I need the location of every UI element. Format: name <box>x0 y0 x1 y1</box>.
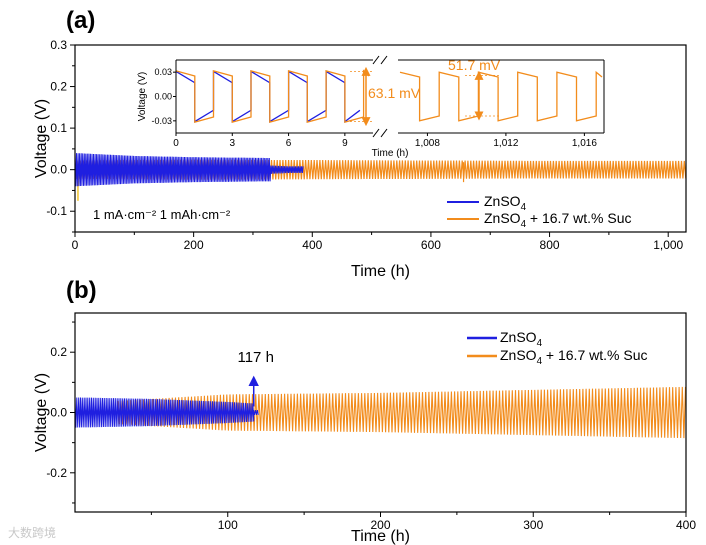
inset-x-tick-label: 3 <box>230 138 236 149</box>
y-tick-label-a: -0.1 <box>46 204 67 218</box>
panel-label-a: (a) <box>66 7 95 34</box>
y-tick-label-a: 0.0 <box>50 163 67 177</box>
inset-x-tick-label: 9 <box>342 138 348 149</box>
x-tick-label-b: 200 <box>370 518 390 532</box>
series-line-znso4-a <box>74 152 304 187</box>
y-tick-label-b: -0.2 <box>46 466 67 480</box>
watermark: 大数跨境 <box>8 526 57 540</box>
x-tick-label-a: 400 <box>302 238 322 252</box>
inset-x-tick-label: 1,008 <box>415 138 440 149</box>
x-tick-label-a: 600 <box>421 238 441 252</box>
panel-label-b: (b) <box>66 277 97 304</box>
inset-y-tick-label: -0.03 <box>151 116 172 126</box>
inset-line-suc-left <box>175 69 370 123</box>
series-line-suc-b <box>117 386 687 439</box>
inset-x-tick-label: 6 <box>286 138 292 149</box>
y-tick-label-a: 0.3 <box>50 38 67 52</box>
legend-label-a: ZnSO4 <box>484 193 527 213</box>
axis-break-mark <box>380 55 388 65</box>
x-tick-label-b: 300 <box>523 518 543 532</box>
legend-label-b: ZnSO4 + 16.7 wt.% Suc <box>500 347 647 367</box>
y-tick-label-b: 0.2 <box>50 345 67 359</box>
inset-x-axis-label: Time (h) <box>372 148 409 159</box>
x-tick-label-b: 100 <box>218 518 238 532</box>
x-tick-label-a: 0 <box>72 238 79 252</box>
x-tick-label-a: 1,000 <box>653 238 683 252</box>
inset-y-tick-label: 0.03 <box>154 67 172 77</box>
condition-text-a: 1 mA·cm⁻² 1 mAh·cm⁻² <box>93 207 231 222</box>
series-line-znso4-b <box>74 397 259 428</box>
y-tick-label-b: 0.0 <box>50 406 67 420</box>
panel-b-plot <box>74 386 687 439</box>
panel-a-plot <box>74 152 687 201</box>
axis-break-mark <box>372 55 380 65</box>
axis-break-mark <box>380 128 388 138</box>
x-tick-label-a: 800 <box>540 238 560 252</box>
legend-label-b: ZnSO4 <box>500 329 543 349</box>
y-tick-label-a: 0.1 <box>50 121 67 135</box>
legend-label-a: ZnSO4 + 16.7 wt.% Suc <box>484 210 631 230</box>
x-axis-label-b: Time (h) <box>351 528 410 545</box>
annotation-text-left: 63.1 mV <box>368 85 421 101</box>
inset-x-tick-label: 1,012 <box>493 138 518 149</box>
inset-line-suc-right <box>399 70 603 122</box>
inset-x-tick-label: 0 <box>173 138 179 149</box>
x-tick-label-a: 200 <box>184 238 204 252</box>
y-axis-label-b: Voltage (V) <box>33 373 50 452</box>
y-tick-label-a: 0.2 <box>50 80 67 94</box>
inset-background <box>176 60 604 133</box>
inset-y-tick-label: 0.00 <box>154 92 172 102</box>
annotation-text-right: 51.7 mV <box>448 57 501 73</box>
x-axis-label-a: Time (h) <box>351 263 410 280</box>
axes-frame-a <box>74 44 687 233</box>
inset-y-axis-label: Voltage (V) <box>137 72 148 121</box>
axis-break-mark <box>372 128 380 138</box>
x-tick-label-b: 400 <box>676 518 696 532</box>
annotation-text-117h: 117 h <box>237 349 273 366</box>
y-axis-label-a: Voltage (V) <box>33 99 50 178</box>
inset-x-tick-label: 1,016 <box>572 138 597 149</box>
